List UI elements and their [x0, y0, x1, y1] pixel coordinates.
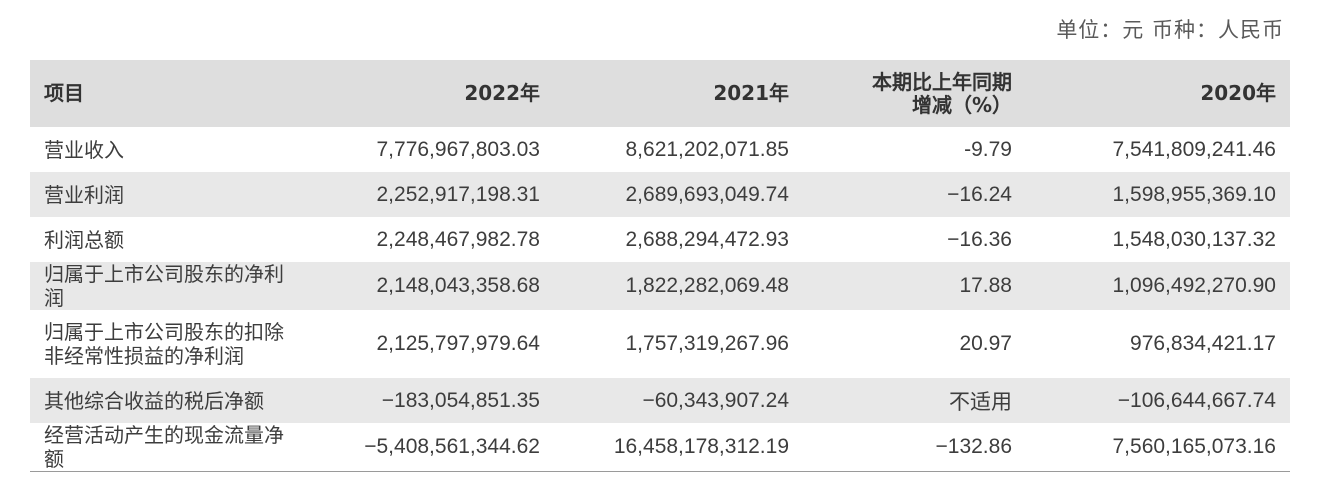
- cell-2021: 8,621,202,071.85: [625, 137, 790, 161]
- header-2022: 2022年: [464, 81, 540, 105]
- cell-2020: 7,560,165,073.16: [1026, 423, 1290, 472]
- cell-2021: 2,689,693,049.74: [625, 182, 790, 206]
- cell-2022: 2,125,797,979.64: [376, 332, 541, 355]
- row-label: 归属于上市公司股东的扣除非经常性损益的净利润: [44, 320, 284, 368]
- cell-2022: 2,248,467,982.78: [376, 227, 541, 251]
- cell-2022: 7,776,967,803.03: [376, 137, 541, 161]
- header-change-percent: 本期比上年同期 增减（%）: [803, 60, 1026, 127]
- cell-2020: 976,834,421.17: [1130, 332, 1276, 355]
- row-label: 经营活动产生的现金流量净额: [30, 423, 310, 472]
- unit-currency-note: 单位：元 币种：人民币: [1056, 18, 1284, 42]
- table-row: 归属于上市公司股东的扣除非经常性损益的净利润 2,125,797,979.64 …: [30, 310, 1290, 378]
- table-row: 营业利润 2,252,917,198.31 2,689,693,049.74 −…: [30, 172, 1290, 217]
- cell-2020: −106,644,667.74: [1117, 388, 1276, 412]
- cell-2020: 1,548,030,137.32: [1112, 227, 1277, 251]
- cell-2021: −60,343,907.24: [642, 388, 789, 412]
- cell-change: -9.79: [964, 137, 1012, 161]
- table-row: 其他综合收益的税后净额 −183,054,851.35 −60,343,907.…: [30, 378, 1290, 423]
- cell-2020: 1,096,492,270.90: [1112, 274, 1277, 297]
- row-label: 营业利润: [44, 182, 124, 207]
- cell-change: 20.97: [959, 332, 1012, 355]
- cell-change: 17.88: [959, 274, 1012, 297]
- cell-2021: 1,822,282,069.48: [625, 274, 790, 297]
- header-item: 项目: [44, 81, 84, 105]
- row-label: 利润总额: [44, 227, 124, 252]
- cell-2021: 1,757,319,267.96: [625, 332, 790, 355]
- table-row: 营业收入 7,776,967,803.03 8,621,202,071.85 -…: [30, 127, 1290, 172]
- header-2020: 2020年: [1200, 81, 1276, 105]
- table-row: 经营活动产生的现金流量净额 −5,408,561,344.62 16,458,1…: [30, 423, 1290, 472]
- cell-change: −16.36: [947, 227, 1012, 251]
- cell-2022: 2,252,917,198.31: [376, 182, 541, 206]
- cell-2022: −183,054,851.35: [381, 388, 540, 412]
- cell-2021: 16,458,178,312.19: [554, 423, 803, 472]
- cell-2020: 1,598,955,369.10: [1112, 182, 1277, 206]
- row-label: 其他综合收益的税后净额: [44, 388, 264, 413]
- cell-change: 不适用: [949, 390, 1012, 414]
- table-row: 利润总额 2,248,467,982.78 2,688,294,472.93 −…: [30, 217, 1290, 262]
- cell-2020: 7,541,809,241.46: [1112, 137, 1277, 161]
- cell-2022: −5,408,561,344.62: [310, 423, 554, 472]
- cell-change: −132.86: [803, 423, 1026, 472]
- table-row: 归属于上市公司股东的净利润 2,148,043,358.68 1,822,282…: [30, 262, 1290, 310]
- financial-summary-table: 项目 2022年 2021年 本期比上年同期 增减（%） 2020年 营业收入 …: [30, 60, 1290, 472]
- cell-2021: 2,688,294,472.93: [625, 227, 790, 251]
- row-label: 归属于上市公司股东的净利润: [44, 262, 284, 310]
- header-change-line2: 增减（%）: [911, 92, 1012, 117]
- row-label: 营业收入: [44, 137, 124, 162]
- header-2021: 2021年: [713, 81, 789, 105]
- cell-2022: 2,148,043,358.68: [376, 274, 541, 297]
- cell-change: −16.24: [947, 182, 1012, 206]
- table-header-row: 项目 2022年 2021年 本期比上年同期 增减（%） 2020年: [30, 60, 1290, 127]
- header-change-line1: 本期比上年同期: [872, 69, 1012, 94]
